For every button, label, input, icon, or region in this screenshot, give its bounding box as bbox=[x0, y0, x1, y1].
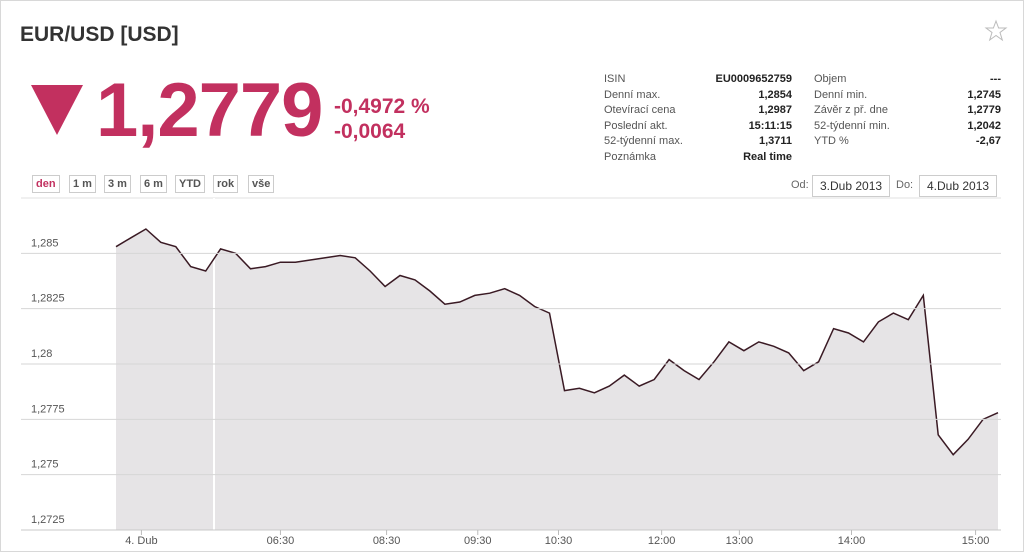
range-button[interactable]: 3 m bbox=[104, 175, 131, 193]
x-tick-label: 13:00 bbox=[726, 535, 754, 547]
stat-value: EU0009652759 bbox=[715, 73, 792, 85]
from-label: Od: bbox=[791, 179, 809, 191]
stat-label: Poslední akt. bbox=[604, 119, 668, 132]
x-tick-label: 06:30 bbox=[267, 535, 295, 547]
stat-value: -2,67 bbox=[975, 135, 1001, 148]
x-tick-label: 4. Dub bbox=[125, 535, 157, 547]
range-button[interactable]: den bbox=[32, 175, 60, 193]
range-button[interactable]: YTD bbox=[175, 175, 205, 193]
range-button[interactable]: 1 m bbox=[69, 175, 96, 193]
stat-value: 1,2987 bbox=[758, 104, 792, 117]
stat-value: Real time bbox=[743, 151, 792, 163]
stat-label: 52-týdenní min. bbox=[814, 119, 890, 132]
title: EUR/USD [USD] bbox=[20, 23, 179, 46]
last-price: 1,2779 bbox=[96, 68, 323, 153]
favorite-star[interactable] bbox=[984, 19, 1008, 43]
y-tick-label: 1,2825 bbox=[31, 293, 65, 305]
stat-value: 1,2779 bbox=[967, 104, 1001, 117]
to-label: Do: bbox=[896, 179, 914, 191]
stat-value: 1,3711 bbox=[758, 135, 792, 148]
stat-value: 15:11:15 bbox=[748, 119, 792, 132]
from-date[interactable]: 3.Dub 2013 bbox=[812, 175, 891, 197]
y-tick-label: 1,28 bbox=[31, 348, 52, 360]
stat-label: Denní min. bbox=[814, 88, 868, 101]
stat-label: Otevírací cena bbox=[604, 104, 676, 117]
stat-label: Objem bbox=[814, 73, 847, 85]
area bbox=[116, 229, 998, 530]
x-tick-label: 10:30 bbox=[545, 535, 573, 547]
range-button[interactable]: 6 m bbox=[140, 175, 167, 193]
range-button[interactable]: vše bbox=[248, 175, 275, 193]
x-tick-label: 09:30 bbox=[464, 535, 492, 547]
stat-label: Závěr z př. dne bbox=[814, 104, 888, 117]
stat-label: ISIN bbox=[604, 73, 626, 85]
y-tick-label: 1,2775 bbox=[31, 403, 65, 415]
change-percent: -0,4972 % bbox=[334, 95, 430, 118]
stat-value: --- bbox=[990, 73, 1001, 85]
stat-label: YTD % bbox=[814, 135, 849, 148]
y-tick-label: 1,275 bbox=[31, 459, 59, 471]
stat-value: 1,2042 bbox=[967, 119, 1001, 132]
range-button[interactable]: rok bbox=[213, 175, 239, 193]
stat-label: Denní max. bbox=[604, 88, 661, 101]
x-tick-label: 15:00 bbox=[962, 535, 990, 547]
stat-label: Poznámka bbox=[604, 151, 656, 163]
down-arrow bbox=[31, 85, 83, 135]
x-tick-label: 12:00 bbox=[648, 535, 676, 547]
y-tick-label: 1,2725 bbox=[31, 514, 65, 526]
stat-label: 52-týdenní max. bbox=[604, 135, 683, 148]
stat-value: 1,2745 bbox=[967, 88, 1001, 101]
price-line bbox=[115, 228, 999, 456]
x-tick-label: 14:00 bbox=[838, 535, 866, 547]
to-date[interactable]: 4.Dub 2013 bbox=[919, 175, 998, 197]
stat-value: 1,2854 bbox=[758, 88, 792, 101]
y-tick-label: 1,285 bbox=[31, 237, 59, 249]
change: -0,0064 bbox=[334, 120, 406, 143]
x-tick-label: 08:30 bbox=[373, 535, 401, 547]
